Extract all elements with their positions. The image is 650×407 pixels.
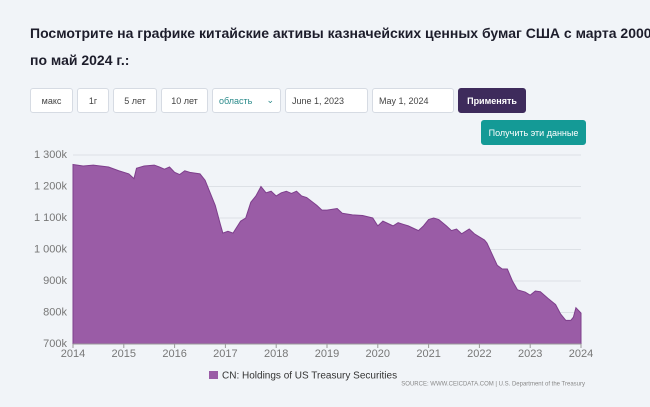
y-tick-label: 800k <box>43 306 67 318</box>
select-label: область <box>219 95 253 106</box>
range-button[interactable]: 5 лет <box>113 88 157 113</box>
y-tick-label: 1 100k <box>34 212 68 224</box>
x-tick-label: 2015 <box>112 348 136 360</box>
x-tick-label: 2023 <box>518 348 542 360</box>
title: по май 2024 г.: <box>30 52 130 68</box>
range-button[interactable]: 1г <box>77 88 109 113</box>
range-button[interactable]: макс <box>30 88 73 113</box>
date-input[interactable]: June 1, 2023 <box>285 88 368 113</box>
x-tick-label: 2022 <box>467 348 491 360</box>
chart-type-select[interactable]: область ⌄ <box>212 88 281 113</box>
y-tick-label: 1 300k <box>34 149 68 161</box>
x-tick-label: 2019 <box>315 348 339 360</box>
x-tick-label: 2017 <box>213 348 237 360</box>
chevron: ⌄ <box>266 95 274 105</box>
x-tick-label: 2020 <box>366 348 390 360</box>
get-data-button[interactable]: Получить эти данные <box>481 120 586 145</box>
range-button[interactable]: 10 лет <box>161 88 208 113</box>
y-tick-label: 900k <box>43 275 67 287</box>
x-tick-label: 2021 <box>416 348 440 360</box>
x-tick-label: 2014 <box>61 348 85 360</box>
title: Посмотрите на графике китайские активы к… <box>30 25 650 41</box>
source: SOURCE: WWW.CEICDATA.COM | U.S. Departme… <box>401 382 585 388</box>
y-tick-label: 700k <box>43 338 67 350</box>
x-tick-label: 2024 <box>569 348 593 360</box>
x-tick-label: 2016 <box>162 348 186 360</box>
y-tick-label: 1 200k <box>34 180 68 192</box>
y-tick-label: 1 000k <box>34 243 68 255</box>
legend-label: CN: Holdings of US Treasury Securities <box>222 371 397 382</box>
date-input[interactable]: May 1, 2024 <box>372 88 454 113</box>
area <box>72 163 582 345</box>
apply-button[interactable]: Применять <box>458 88 526 113</box>
x-tick-label: 2018 <box>264 348 288 360</box>
legend-swatch <box>209 371 218 379</box>
